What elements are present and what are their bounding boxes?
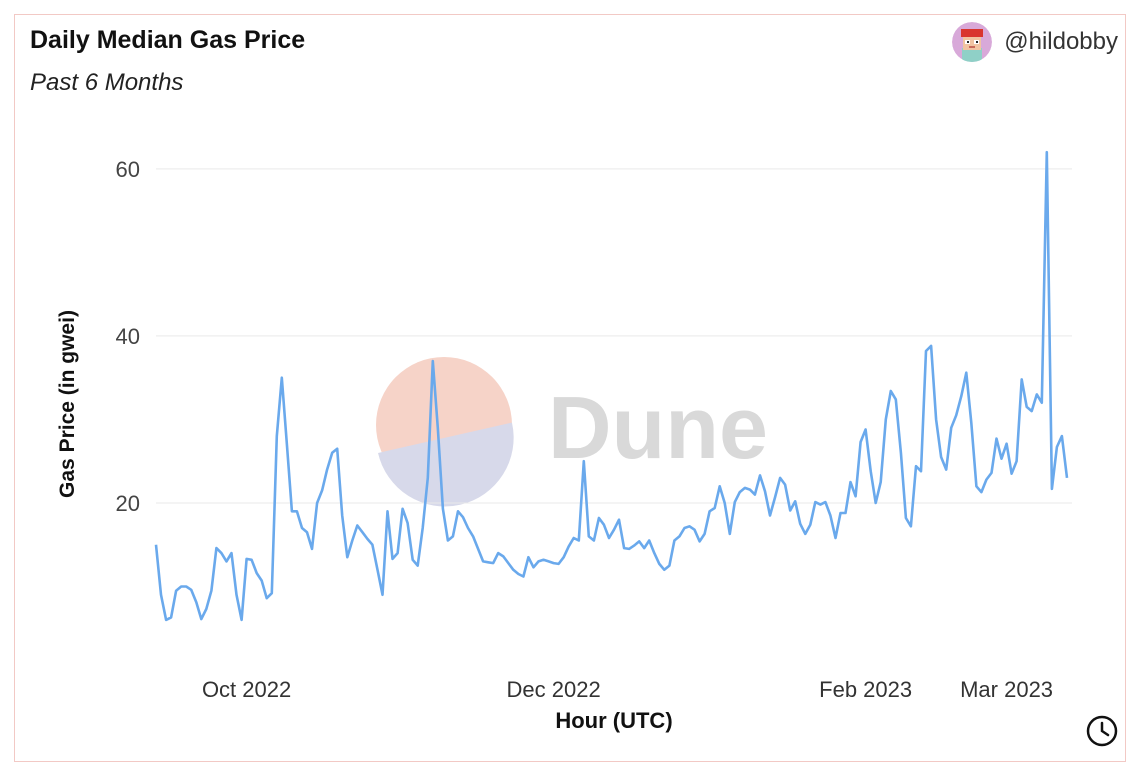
author-link[interactable]: @hildobby [952,22,1118,62]
x-tick-label: Feb 2023 [819,677,912,702]
watermark-logo-bottom [378,422,514,507]
chart-subtitle: Past 6 Months [30,69,184,96]
y-axis: 20 40 60 [116,157,140,516]
chart-title: Daily Median Gas Price [30,26,306,54]
series-line [154,150,1069,622]
y-axis-label: Gas Price (in gwei) [56,310,79,498]
x-tick-label: Mar 2023 [960,677,1053,702]
x-tick-label: Oct 2022 [202,677,291,702]
clock-icon[interactable] [1085,714,1119,748]
chart-frame [14,14,1126,762]
y-tick-label: 60 [116,157,140,182]
avatar-icon [952,22,993,62]
x-axis-label: Hour (UTC) [555,708,672,733]
grid [156,168,1072,504]
author-name: @hildobby [1004,28,1118,55]
y-tick-label: 20 [116,491,140,516]
x-tick-label: Dec 2022 [507,677,601,702]
watermark-text: Dune [548,378,768,477]
y-tick-label: 40 [116,324,140,349]
x-axis: Oct 2022 Dec 2022 Feb 2023 Mar 2023 [202,677,1053,702]
